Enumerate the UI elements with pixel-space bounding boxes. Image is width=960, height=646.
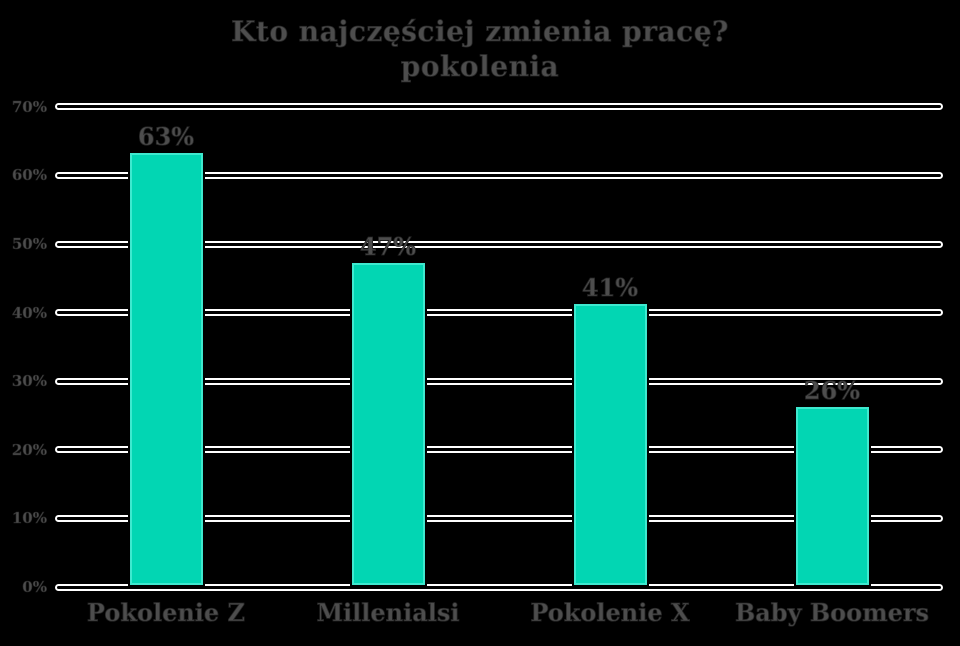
gridline-60 xyxy=(55,171,943,179)
bar-value-label: 26% xyxy=(803,375,861,405)
y-axis-tick-label: 0% xyxy=(22,578,47,597)
bar-pokolenie-x xyxy=(573,303,647,585)
bar-value-label: 63% xyxy=(137,121,195,151)
y-axis-tick-label: 30% xyxy=(11,372,48,391)
y-axis-tick-label: 40% xyxy=(11,303,48,322)
bar-baby-boomers xyxy=(795,406,869,585)
gridline-70 xyxy=(55,103,943,111)
gridline-10 xyxy=(55,514,943,522)
bar-pokolenie-z xyxy=(129,152,203,585)
x-axis-category-label: Baby Boomers xyxy=(734,598,930,628)
gridline-40 xyxy=(55,309,943,317)
y-axis-tick-label: 50% xyxy=(11,235,48,254)
chart-title: Kto najczęściej zmienia pracę? xyxy=(231,15,729,49)
gridline-30 xyxy=(55,377,943,385)
chart-title-block: Kto najczęściej zmienia pracę? pokolenia xyxy=(0,14,960,84)
bar-millenialsi xyxy=(351,262,425,585)
gridline-50 xyxy=(55,240,943,248)
y-axis-tick-label: 10% xyxy=(11,509,48,528)
chart-subtitle: pokolenia xyxy=(400,50,560,84)
gridline-20 xyxy=(55,446,943,454)
x-axis-category-label: Pokolenie Z xyxy=(86,598,246,628)
bar-value-label: 41% xyxy=(581,272,639,302)
y-axis-tick-label: 60% xyxy=(11,166,48,185)
y-axis-tick-label: 20% xyxy=(11,440,48,459)
x-axis-category-label: Pokolenie X xyxy=(530,598,690,628)
bar-value-label: 47% xyxy=(359,231,417,261)
x-axis-category-label: Millenialsi xyxy=(316,598,460,628)
y-axis-tick-label: 70% xyxy=(11,97,48,116)
gridline-0 xyxy=(55,583,943,591)
